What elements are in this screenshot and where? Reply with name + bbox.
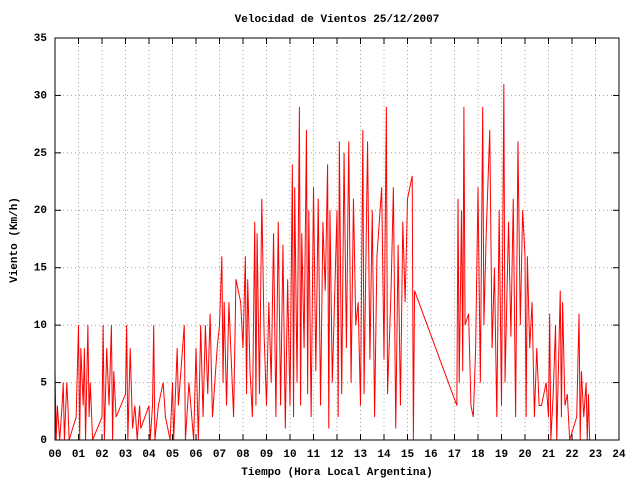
- y-tick-label: 5: [40, 377, 47, 389]
- x-tick-label: 03: [119, 449, 133, 461]
- x-tick-label: 20: [518, 449, 531, 461]
- plot-frame: [54, 37, 620, 441]
- y-axis-label: Viento (Km/h): [9, 197, 21, 283]
- x-tick-label: 12: [330, 449, 343, 461]
- y-tick-label: 0: [40, 435, 47, 447]
- x-tick-label: 22: [565, 449, 578, 461]
- x-tick-label: 01: [72, 449, 86, 461]
- y-tick-label: 25: [34, 148, 48, 160]
- x-tick-label: 15: [401, 449, 415, 461]
- x-tick-label: 14: [377, 449, 391, 461]
- x-tick-label: 09: [260, 449, 273, 461]
- x-axis-label: Tiempo (Hora Local Argentina): [241, 467, 432, 479]
- x-tick-label: 06: [189, 449, 202, 461]
- x-tick-label: 04: [142, 449, 156, 461]
- x-tick-label: 24: [612, 449, 626, 461]
- x-tick-label: 10: [283, 449, 296, 461]
- x-tick-label: 21: [542, 449, 556, 461]
- y-tick-label: 20: [34, 205, 47, 217]
- chart-title: Velocidad de Vientos 25/12/2007: [235, 14, 440, 26]
- x-tick-label: 00: [48, 449, 61, 461]
- x-tick-label: 17: [448, 449, 461, 461]
- x-tick-label: 07: [213, 449, 226, 461]
- x-tick-label: 18: [471, 449, 485, 461]
- x-tick-label: 13: [354, 449, 368, 461]
- y-tick-label: 10: [34, 320, 47, 332]
- wind-line: [54, 83, 591, 441]
- x-tick-label: 08: [236, 449, 250, 461]
- x-tick-label: 23: [589, 449, 603, 461]
- x-tick-label: 19: [495, 449, 508, 461]
- x-tick-label: 11: [307, 449, 321, 461]
- y-tick-label: 15: [34, 263, 48, 275]
- x-tick-label: 02: [95, 449, 108, 461]
- y-tick-label: 35: [34, 33, 48, 45]
- x-tick-label: 05: [166, 449, 180, 461]
- x-tick-label: 16: [424, 449, 437, 461]
- y-tick-label: 30: [34, 90, 47, 102]
